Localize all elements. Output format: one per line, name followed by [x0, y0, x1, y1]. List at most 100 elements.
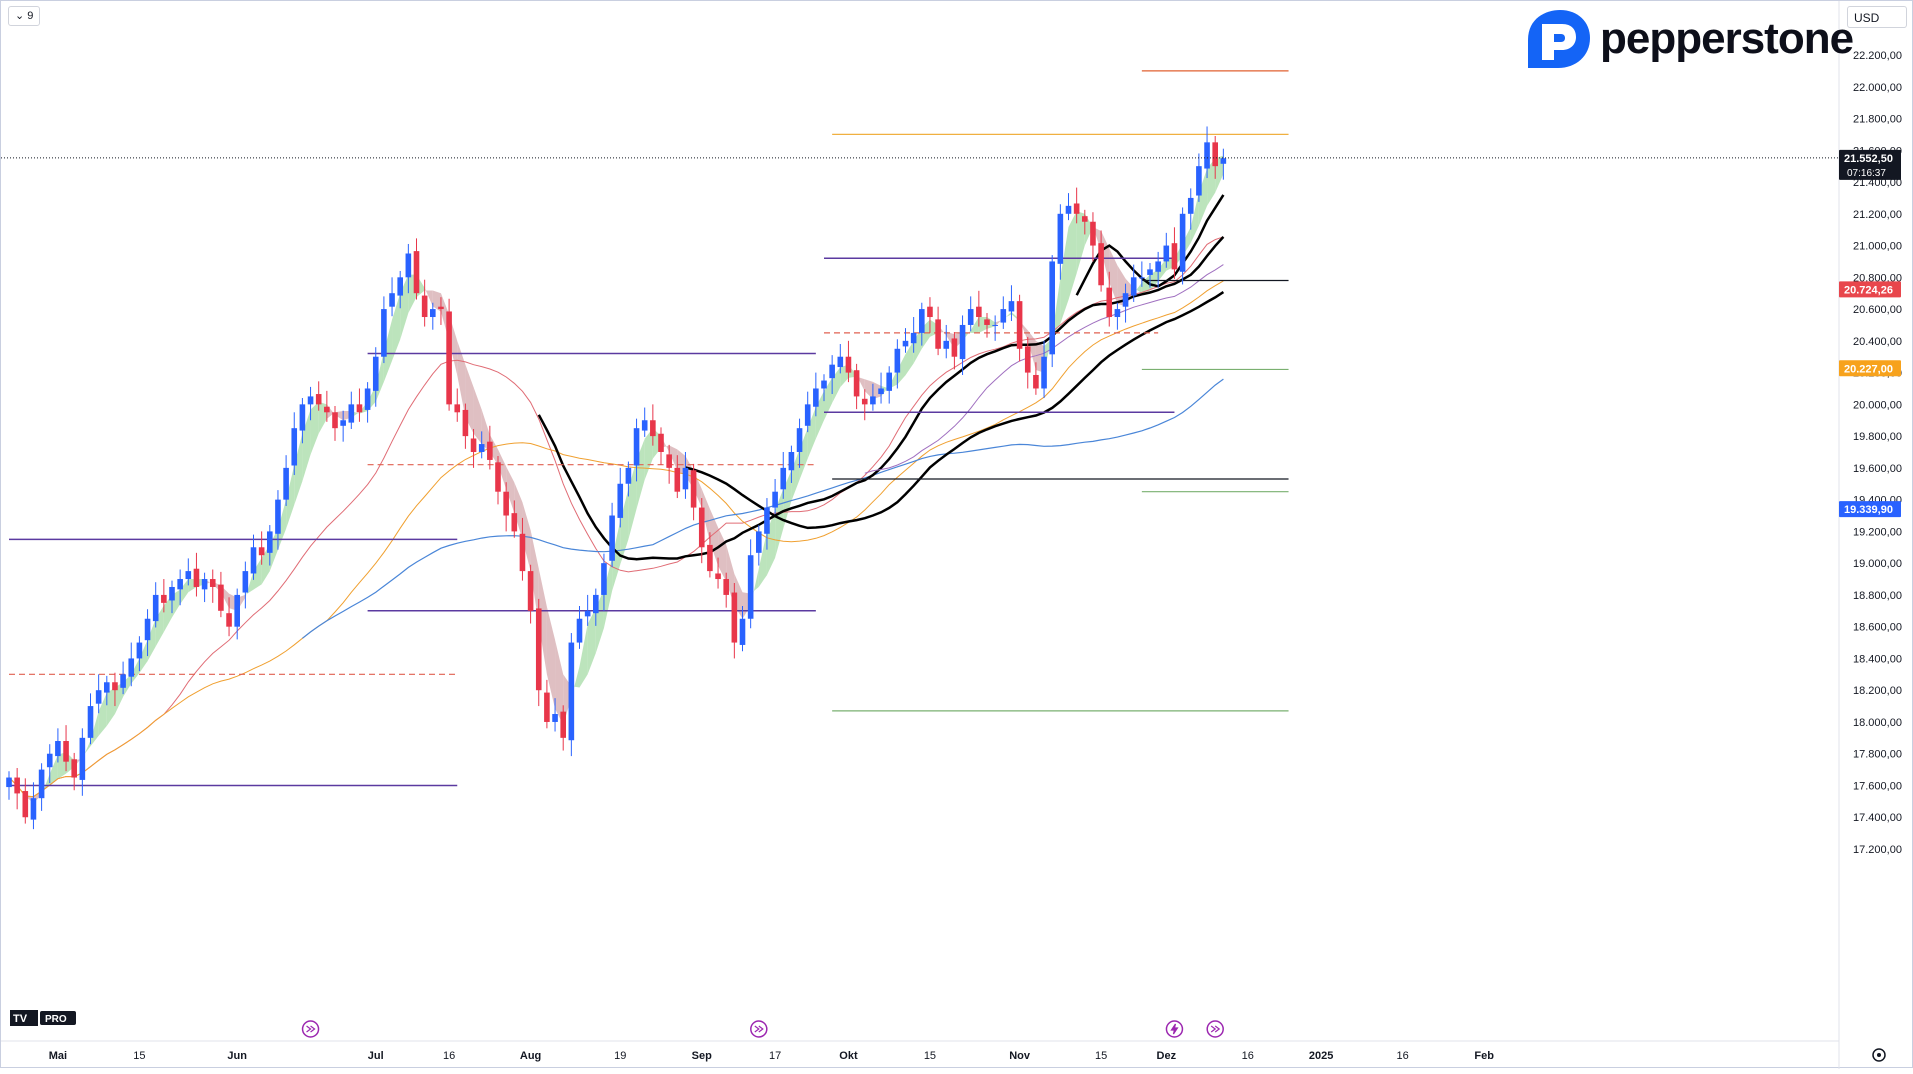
- candle[interactable]: [275, 499, 281, 534]
- candle[interactable]: [698, 507, 705, 548]
- candle[interactable]: [30, 798, 37, 820]
- candle[interactable]: [46, 753, 53, 768]
- candle[interactable]: [560, 711, 566, 738]
- candle[interactable]: [372, 356, 379, 391]
- candle[interactable]: [1212, 142, 1218, 167]
- candle[interactable]: [381, 309, 387, 357]
- candle[interactable]: [1179, 213, 1186, 272]
- candle[interactable]: [22, 791, 29, 818]
- candle[interactable]: [617, 483, 624, 518]
- candle[interactable]: [495, 462, 501, 492]
- candle[interactable]: [1016, 301, 1023, 349]
- candle[interactable]: [861, 398, 868, 405]
- candle[interactable]: [1065, 205, 1072, 214]
- candle[interactable]: [95, 690, 102, 704]
- candle[interactable]: [813, 388, 819, 407]
- candle[interactable]: [446, 311, 452, 405]
- candle[interactable]: [201, 579, 208, 590]
- candle[interactable]: [1057, 213, 1064, 264]
- candle[interactable]: [829, 364, 835, 379]
- candle[interactable]: [674, 467, 681, 492]
- candle[interactable]: [364, 388, 371, 410]
- candle[interactable]: [307, 396, 314, 405]
- candle[interactable]: [234, 594, 240, 627]
- candle[interactable]: [478, 444, 485, 452]
- candle[interactable]: [1041, 356, 1047, 389]
- candle[interactable]: [104, 682, 110, 693]
- candle[interactable]: [902, 340, 909, 347]
- candle[interactable]: [193, 568, 200, 587]
- candle[interactable]: [1073, 203, 1080, 214]
- candle[interactable]: [389, 293, 395, 307]
- candle[interactable]: [959, 324, 966, 360]
- candle[interactable]: [38, 769, 45, 799]
- candle[interactable]: [568, 642, 575, 741]
- candle[interactable]: [593, 594, 599, 614]
- candle[interactable]: [1163, 245, 1170, 262]
- candle[interactable]: [747, 555, 754, 619]
- candle[interactable]: [152, 594, 159, 622]
- candle[interactable]: [397, 277, 403, 296]
- candle[interactable]: [1106, 287, 1113, 318]
- candle[interactable]: [470, 438, 477, 452]
- candle[interactable]: [177, 579, 183, 590]
- candle[interactable]: [576, 618, 583, 643]
- candle[interactable]: [772, 491, 778, 508]
- candle[interactable]: [1147, 269, 1153, 275]
- candle[interactable]: [1049, 261, 1055, 355]
- candle[interactable]: [356, 404, 363, 413]
- candle[interactable]: [112, 682, 118, 691]
- candle[interactable]: [218, 584, 224, 611]
- candle[interactable]: [715, 573, 721, 580]
- candle[interactable]: [625, 467, 632, 484]
- currency-selector[interactable]: USD: [1847, 6, 1907, 28]
- candle[interactable]: [258, 547, 265, 556]
- candle[interactable]: [650, 420, 656, 437]
- candle[interactable]: [454, 404, 461, 413]
- candle[interactable]: [853, 370, 860, 397]
- candle[interactable]: [348, 404, 355, 423]
- candle[interactable]: [250, 547, 257, 574]
- candle[interactable]: [886, 372, 892, 391]
- interval-selector-button[interactable]: ⌄ 9: [8, 6, 41, 26]
- candle[interactable]: [405, 253, 412, 278]
- candle[interactable]: [535, 608, 542, 691]
- candle[interactable]: [291, 428, 298, 466]
- candle[interactable]: [1114, 309, 1121, 318]
- candle[interactable]: [71, 759, 77, 778]
- candle[interactable]: [910, 332, 917, 344]
- candle[interactable]: [136, 642, 143, 659]
- candle[interactable]: [413, 251, 420, 294]
- candle[interactable]: [780, 467, 787, 490]
- candle[interactable]: [63, 741, 69, 762]
- candle[interactable]: [690, 470, 697, 508]
- candle[interactable]: [1155, 261, 1161, 272]
- candle[interactable]: [943, 340, 950, 349]
- candle[interactable]: [1196, 166, 1202, 196]
- candle[interactable]: [299, 404, 306, 431]
- candle[interactable]: [511, 513, 518, 532]
- candle[interactable]: [796, 428, 803, 452]
- candle[interactable]: [185, 571, 192, 580]
- candle[interactable]: [739, 618, 746, 645]
- candle[interactable]: [1000, 309, 1007, 323]
- candle[interactable]: [804, 404, 811, 426]
- candle[interactable]: [1171, 243, 1178, 270]
- candle[interactable]: [641, 420, 648, 431]
- candle[interactable]: [601, 563, 607, 595]
- candle[interactable]: [544, 692, 550, 722]
- candle[interactable]: [503, 491, 509, 516]
- candle[interactable]: [332, 412, 338, 429]
- candle[interactable]: [519, 533, 526, 572]
- candle[interactable]: [552, 714, 558, 722]
- candle[interactable]: [55, 741, 61, 757]
- candle[interactable]: [14, 777, 20, 794]
- candle[interactable]: [967, 309, 974, 325]
- candle[interactable]: [1082, 216, 1088, 222]
- candle[interactable]: [283, 467, 289, 500]
- candle[interactable]: [837, 356, 844, 368]
- candle[interactable]: [324, 406, 330, 413]
- candle[interactable]: [1122, 293, 1129, 307]
- candle[interactable]: [1008, 301, 1015, 312]
- candle[interactable]: [658, 433, 664, 452]
